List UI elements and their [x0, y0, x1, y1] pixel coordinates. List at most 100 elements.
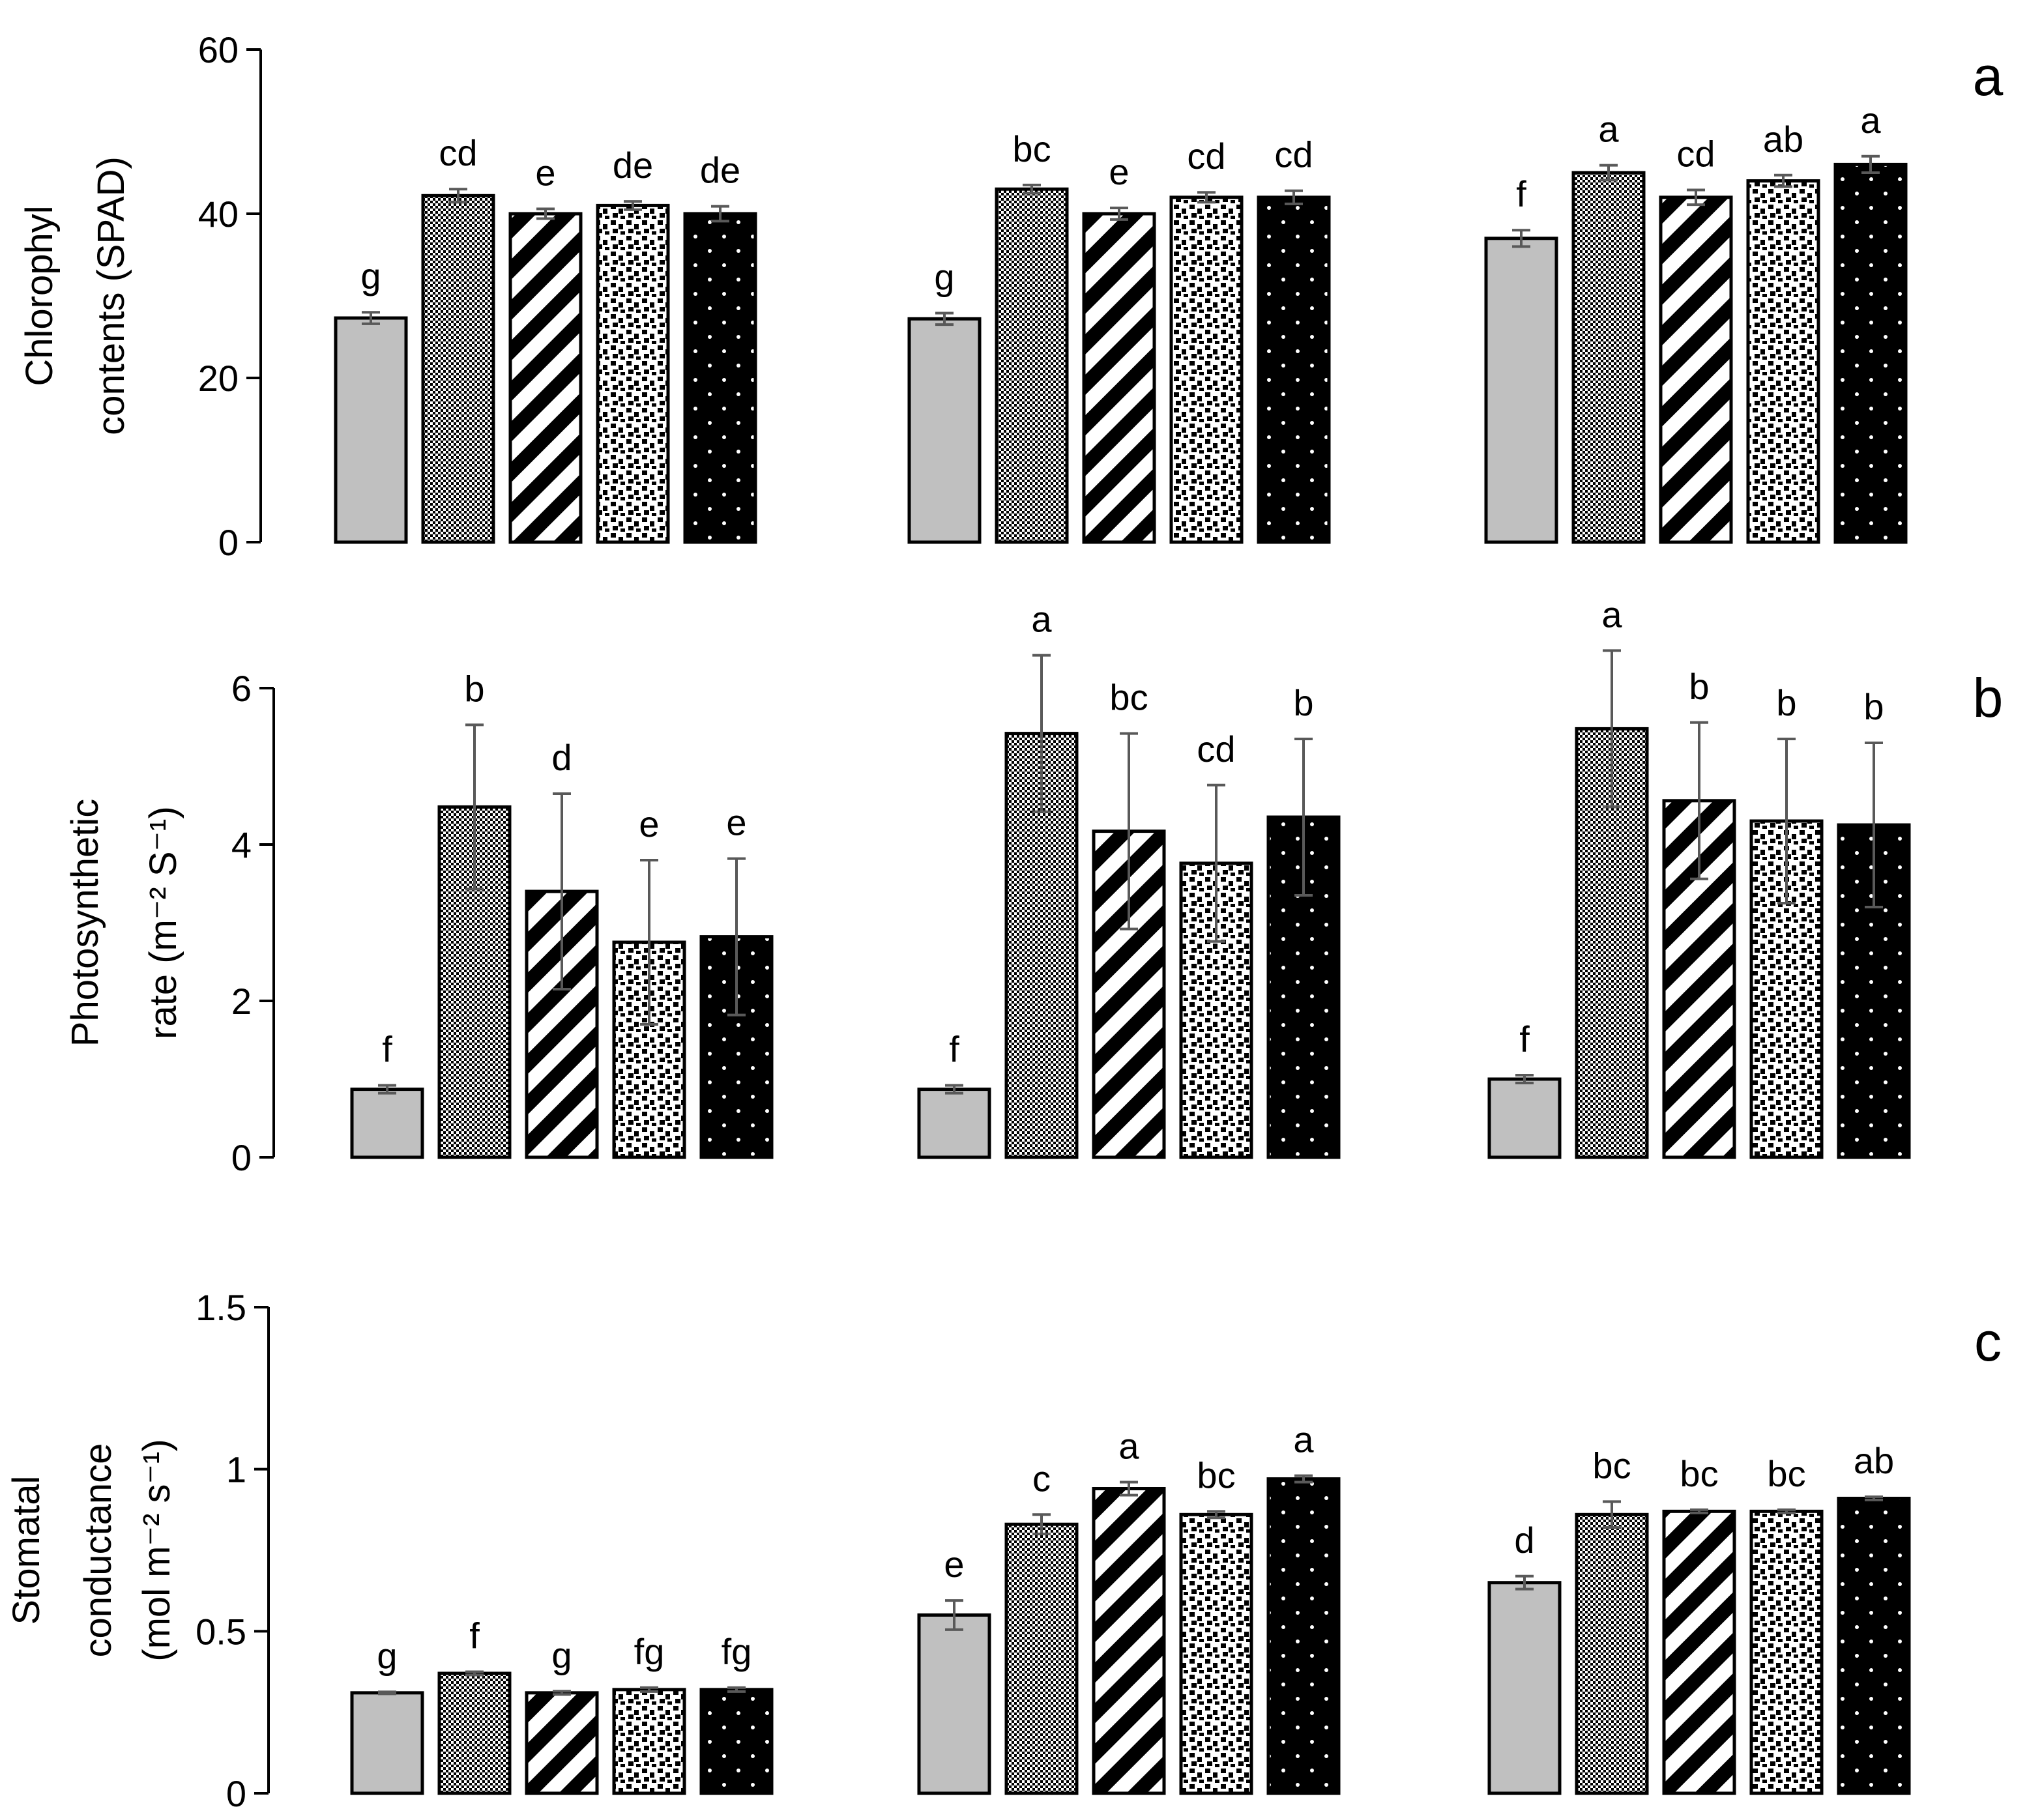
- bar: [995, 187, 1069, 544]
- significance-label: ab: [1854, 1440, 1894, 1481]
- y-tick-label: 0: [231, 1137, 252, 1178]
- significance-label: g: [377, 1635, 397, 1676]
- significance-label: f: [382, 1029, 392, 1070]
- significance-label: f: [949, 1029, 959, 1070]
- bar: [350, 1691, 424, 1795]
- panel-letter: a: [1973, 46, 2004, 107]
- y-tick-label: 6: [231, 668, 252, 709]
- significance-label: b: [1776, 682, 1796, 723]
- bar: [1487, 1077, 1562, 1159]
- bar: [508, 212, 583, 544]
- significance-label: bc: [1592, 1445, 1631, 1486]
- y-tick-label: 0: [218, 522, 239, 563]
- y-tick-label: 0: [226, 1773, 246, 1814]
- significance-label: ab: [1763, 119, 1803, 160]
- bar: [350, 1088, 424, 1159]
- panel-c: 0 0.5 1 1.5 Stomatal conductance (mol m⁻² s⁻¹)…: [5, 1287, 2002, 1814]
- significance-label: e: [639, 803, 659, 845]
- bar: [917, 1088, 991, 1159]
- significance-label: fg: [722, 1631, 752, 1672]
- bar: [1659, 195, 1733, 544]
- y-axis-label-line: Stomatal: [5, 1476, 48, 1625]
- bar: [1837, 1496, 1911, 1795]
- y-axis-label-line: Photosynthetic: [64, 799, 106, 1047]
- significance-label: a: [1118, 1426, 1139, 1467]
- significance-label: f: [1519, 1018, 1530, 1060]
- significance-label: a: [1598, 109, 1619, 150]
- significance-label: a: [1293, 1419, 1314, 1460]
- significance-label: g: [551, 1634, 572, 1675]
- bar: [525, 1691, 599, 1795]
- bar: [334, 316, 408, 544]
- significance-label: fg: [634, 1631, 665, 1672]
- significance-label: c: [1032, 1458, 1051, 1499]
- significance-label: de: [613, 145, 653, 186]
- y-tick-label: 2: [231, 981, 252, 1022]
- bar: [1575, 1512, 1649, 1795]
- bar: [1746, 179, 1820, 544]
- bar: [699, 1688, 774, 1795]
- bar: [683, 212, 757, 544]
- significance-label: b: [1293, 682, 1313, 723]
- significance-label: cd: [1676, 133, 1715, 174]
- y-axis-label-line: contents (SPAD): [90, 156, 132, 435]
- bar: [1833, 162, 1908, 544]
- significance-label: bc: [1197, 1454, 1235, 1495]
- panel-letter: c: [1974, 1311, 2002, 1372]
- y-tick-label: 0.5: [196, 1611, 246, 1652]
- y-tick-label: 40: [198, 194, 239, 235]
- bar: [1484, 237, 1558, 544]
- significance-label: g: [360, 255, 381, 296]
- bar: [1169, 195, 1244, 544]
- significance-label: a: [1031, 599, 1052, 640]
- significance-label: f: [1516, 173, 1526, 214]
- significance-label: bc: [1109, 677, 1148, 718]
- y-tick-label: 20: [198, 358, 239, 399]
- y-tick-label: 1.5: [196, 1287, 246, 1328]
- bar: [1266, 1477, 1341, 1795]
- bar: [1487, 1581, 1562, 1795]
- bar: [917, 1613, 991, 1795]
- bar: [1257, 195, 1331, 544]
- bar: [612, 1688, 686, 1795]
- significance-label: d: [1514, 1520, 1534, 1561]
- y-tick-label: 4: [231, 824, 252, 865]
- significance-label: e: [535, 152, 555, 193]
- bar: [1092, 1487, 1166, 1795]
- significance-label: b: [1863, 686, 1884, 727]
- y-axis-label-line: rate (m⁻² S⁻¹): [142, 806, 184, 1039]
- significance-label: e: [1109, 151, 1129, 192]
- significance-label: a: [1860, 100, 1881, 141]
- bar: [1179, 1512, 1253, 1795]
- bar: [421, 194, 495, 544]
- significance-label: d: [551, 737, 572, 778]
- significance-label: bc: [1680, 1453, 1718, 1494]
- bar: [1082, 212, 1156, 544]
- panel-a: 0 20 40 60 Chlorophyl contents (SPAD) a g cd e de d…: [18, 29, 2004, 563]
- bar: [1749, 1509, 1824, 1795]
- significance-label: g: [934, 256, 954, 297]
- y-axis-label-line: (mol m⁻² s⁻¹): [136, 1439, 178, 1662]
- y-axis-label-line: Chlorophyl: [18, 205, 61, 386]
- bar: [1662, 1509, 1736, 1795]
- significance-label: cd: [1274, 134, 1313, 175]
- significance-label: cd: [1197, 729, 1235, 770]
- significance-label: b: [464, 668, 484, 709]
- significance-label: de: [700, 150, 740, 191]
- y-tick-label: 1: [226, 1449, 246, 1490]
- bar: [1004, 1522, 1079, 1795]
- panel-letter: b: [1973, 667, 2004, 729]
- bar: [907, 317, 982, 544]
- bar: [596, 203, 670, 544]
- significance-label: e: [944, 1544, 964, 1585]
- significance-label: e: [726, 802, 746, 843]
- y-tick-label: 60: [198, 29, 239, 70]
- significance-label: bc: [1012, 128, 1051, 169]
- bar: [1571, 171, 1646, 544]
- significance-label: bc: [1767, 1453, 1805, 1494]
- y-axis-label-line: conductance: [77, 1443, 119, 1658]
- significance-label: cd: [1187, 136, 1225, 177]
- significance-label: b: [1689, 666, 1709, 707]
- significance-label: cd: [439, 132, 477, 173]
